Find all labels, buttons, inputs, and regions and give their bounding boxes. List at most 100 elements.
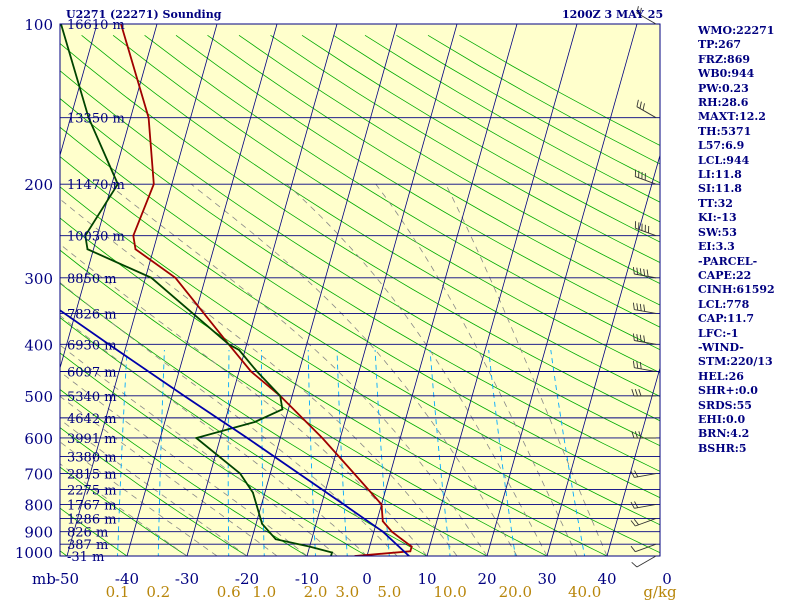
pressure-unit-label: mb	[32, 570, 56, 588]
isotherm	[186, 24, 338, 556]
index-line: LCL:778	[698, 297, 750, 311]
wind-barb	[635, 518, 657, 527]
temperature-tick-label: 10	[417, 570, 436, 588]
height-label: 16610 m	[67, 18, 125, 33]
wind-barb	[635, 176, 657, 185]
isotherm	[366, 24, 518, 556]
index-line: EHI:0.0	[698, 412, 746, 426]
pressure-tick-label: 100	[24, 16, 53, 34]
dry-adiabat	[60, 98, 660, 472]
index-line: -WIND-	[698, 340, 744, 354]
dewpoint-point	[281, 408, 284, 411]
dewpoint-point	[261, 522, 263, 525]
height-label: 5340 m	[67, 390, 117, 405]
isotherm	[126, 24, 278, 556]
height-label: 6097 m	[67, 366, 117, 381]
dewpoint-point	[86, 248, 89, 251]
mixing-ratio-line	[488, 349, 516, 556]
temperature-point	[152, 183, 155, 186]
dry-adiabat	[60, 249, 548, 556]
dry-adiabat	[144, 34, 660, 351]
index-line: FRZ:869	[698, 52, 751, 66]
pressure-tick-label: 600	[24, 430, 53, 448]
moist-adiabat	[375, 183, 578, 556]
temperature-point	[321, 437, 324, 439]
wind-barb-flag	[633, 519, 639, 526]
wind-barb-flag	[630, 520, 636, 527]
mixing-ratio-label: 40.0	[568, 583, 601, 600]
dry-adiabat	[112, 34, 660, 374]
mixing-ratio-line	[336, 349, 348, 556]
index-line: MAXT:12.2	[698, 110, 766, 124]
pressure-tick-label: 500	[24, 388, 53, 406]
index-line: CINH:61592	[698, 283, 775, 297]
wind-barb-flag	[638, 389, 642, 397]
temperature-tick-label: 0	[362, 570, 372, 588]
wind-barb-flag	[646, 269, 649, 277]
dry-adiabat	[60, 282, 488, 556]
dry-adiabat	[60, 352, 368, 556]
index-line: LCL:944	[698, 153, 750, 167]
index-line: CAP:11.7	[698, 312, 755, 326]
dewpoint-series-line	[60, 24, 334, 556]
wind-barb-flag	[631, 431, 635, 439]
isotherm	[426, 24, 578, 556]
mixing-ratio-line	[550, 349, 586, 556]
isotherm	[546, 153, 660, 556]
wind-barb-flag	[632, 267, 635, 275]
wind-barb	[635, 543, 657, 553]
index-line: SHR+:0.0	[698, 384, 758, 398]
sounding-time: 1200Z 3 MAY 25	[562, 8, 664, 21]
dewpoint-point	[227, 343, 230, 346]
index-line: PW:0.23	[698, 81, 749, 95]
dry-adiabat	[207, 34, 660, 306]
wind-barb	[636, 106, 657, 119]
parcel-point	[13, 277, 15, 279]
dewpoint-point	[239, 472, 242, 475]
wind-barb-flag	[636, 334, 639, 342]
wind-barb	[636, 12, 657, 25]
pressure-tick-label: 400	[24, 336, 53, 354]
mixing-ratio-label: 3.0	[335, 583, 359, 600]
pressure-tick-label: 900	[24, 524, 53, 542]
wind-barb	[634, 473, 657, 478]
dry-adiabat	[238, 34, 660, 285]
index-line: WMO:22271	[698, 24, 775, 37]
mixing-ratio-line	[374, 349, 390, 556]
moist-adiabat	[60, 315, 368, 556]
station-title: U2271 (22271) Sounding	[66, 8, 222, 21]
isobars	[60, 24, 660, 556]
wind-barb-flag	[634, 501, 639, 508]
wind-barb-flag	[630, 545, 636, 552]
index-line: BSHR:5	[698, 441, 747, 455]
height-label: -31 m	[67, 550, 104, 565]
mixing-ratio-label: 5.0	[377, 583, 401, 600]
temperature-point	[147, 116, 150, 119]
moist-adiabat	[190, 183, 518, 556]
dewpoint-point	[253, 421, 256, 423]
wind-barb-flag	[639, 303, 642, 311]
temperature-point	[174, 276, 177, 279]
temperature-point	[250, 370, 252, 373]
temperature-point	[134, 248, 137, 251]
wind-barb-flag	[634, 470, 639, 478]
wind-barb-flag	[636, 6, 639, 14]
dry-adiabats	[60, 34, 660, 556]
dewpoint-point	[308, 545, 311, 548]
dewpoint-point	[238, 349, 241, 351]
pressure-tick-label: 700	[24, 466, 53, 484]
temperature-tick-label: -20	[235, 570, 259, 588]
dewpoint-point	[87, 116, 90, 119]
parcel-point	[246, 437, 249, 439]
stability-indices-panel: WMO:22271 TP:267 FRZ:869 WB0:944 PW:0.23 RH:2…	[698, 24, 775, 456]
wind-barb-flag	[631, 561, 638, 568]
height-label: 3991 m	[67, 432, 117, 447]
temperature-tick-label: 30	[537, 570, 556, 588]
wind-barb-flag	[636, 267, 639, 275]
mixing-ratio-line	[117, 349, 128, 556]
dewpoint-point	[252, 491, 254, 494]
height-label: 11470 m	[67, 178, 125, 193]
wind-barb-flag	[631, 389, 635, 397]
isotherm	[60, 24, 98, 157]
dry-adiabat	[60, 43, 660, 422]
